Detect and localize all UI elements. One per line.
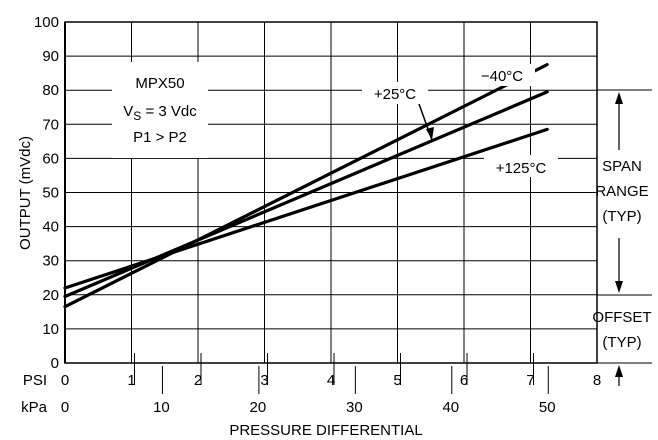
series-line-125 [63, 127, 549, 290]
psi-tick-label-2: 2 [194, 372, 202, 389]
offset-label-2: (TYP) [602, 334, 641, 351]
x-axis-title: PRESSURE DIFFERENTIAL [229, 422, 422, 439]
kpa-tick-label-30: 30 [346, 399, 363, 416]
y-tick-label-90: 90 [42, 48, 59, 65]
series-label-minus40: −40°C [481, 68, 523, 85]
info-supply-val: = 3 Vdc [141, 103, 197, 120]
series-label-125: +125°C [496, 160, 547, 177]
psi-unit-label: PSI [23, 372, 47, 389]
y-tick-label-40: 40 [42, 219, 59, 236]
label-bg-125 [484, 155, 558, 177]
y-tick-label-50: 50 [42, 185, 59, 202]
y-tick-label-20: 20 [42, 287, 59, 304]
y-tick-label-30: 30 [42, 253, 59, 270]
plot-frame [64, 21, 598, 364]
kpa-tick-label-10: 10 [153, 399, 170, 416]
y-tick-label-60: 60 [42, 150, 59, 167]
info-supply: VS = 3 Vdc [123, 103, 197, 123]
label-bg-minus40 [469, 64, 535, 86]
grid [64, 21, 598, 364]
span-label-3: (TYP) [602, 208, 641, 225]
span-label-2: RANGE [595, 183, 648, 200]
info-pressure: P1 > P2 [133, 129, 187, 146]
psi-tick-label-7: 7 [526, 372, 534, 389]
kpa-tick-label-50: 50 [539, 399, 556, 416]
info-device: MPX50 [135, 75, 184, 92]
psi-tick-label-6: 6 [460, 372, 468, 389]
kpa-unit-label: kPa [21, 399, 48, 416]
leader-25-arrowhead [426, 127, 434, 140]
label-bg-25 [362, 82, 428, 104]
kpa-tick-label-0: 0 [61, 399, 69, 416]
psi-tick-label-8: 8 [593, 372, 601, 389]
info-supply-sub: S [133, 109, 141, 123]
psi-tick-label-1: 1 [127, 372, 135, 389]
y-tick-label-80: 80 [42, 82, 59, 99]
psi-tick-label-0: 0 [61, 372, 69, 389]
offset-arrow-up-head [615, 365, 623, 377]
series-lines [63, 63, 549, 309]
y-tick-label-0: 0 [51, 355, 59, 372]
span-arrow-up-head [615, 92, 623, 104]
y-tick-label-10: 10 [42, 321, 59, 338]
span-label-1: SPAN [602, 158, 642, 175]
series-line-minus40 [63, 63, 549, 309]
span-arrow-down-head [615, 281, 623, 293]
psi-tick-label-5: 5 [393, 372, 401, 389]
series-label-25: +25°C [374, 86, 416, 103]
y-tick-label-100: 100 [34, 14, 59, 31]
psi-tick-label-4: 4 [327, 372, 335, 389]
psi-tick-label-3: 3 [260, 372, 268, 389]
y-tick-label-70: 70 [42, 116, 59, 133]
kpa-tick-label-40: 40 [442, 399, 459, 416]
kpa-tick-label-20: 20 [250, 399, 267, 416]
y-axis-title: OUTPUT (mVdc) [17, 136, 34, 250]
info-box-bg [112, 62, 208, 158]
info-supply-v: V [123, 103, 133, 120]
offset-label-1: OFFSET [592, 309, 651, 326]
